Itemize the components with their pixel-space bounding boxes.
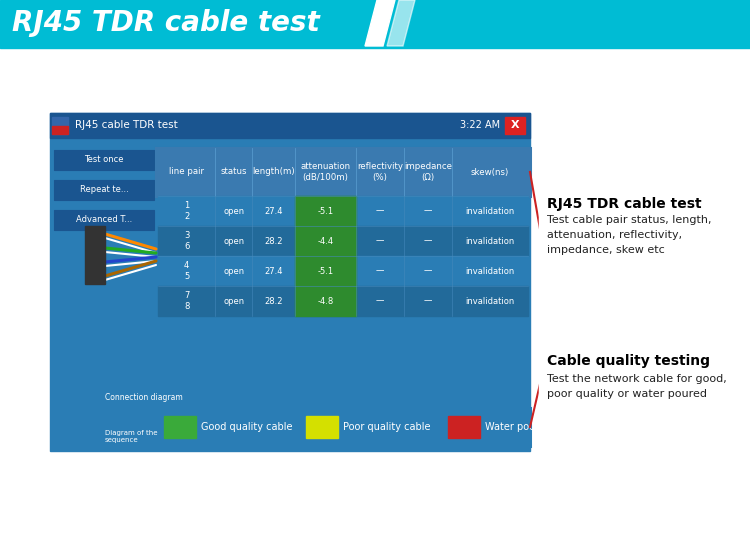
Text: open: open bbox=[224, 296, 245, 306]
Text: —: — bbox=[376, 296, 384, 306]
Text: open: open bbox=[224, 206, 245, 216]
Bar bbox=[158, 196, 528, 226]
Text: Advanced T...: Advanced T... bbox=[76, 216, 132, 225]
Bar bbox=[158, 226, 528, 256]
Bar bbox=[52, 117, 68, 134]
Text: Test cable pair status, length,
attenuation, reflectivity,
impedance, skew etc: Test cable pair status, length, attenuat… bbox=[547, 215, 712, 254]
Bar bbox=[156, 148, 530, 196]
Bar bbox=[85, 226, 105, 284]
Text: —: — bbox=[424, 266, 432, 275]
Text: Test once: Test once bbox=[84, 155, 124, 164]
Bar bbox=[295, 196, 356, 226]
Bar bbox=[158, 256, 528, 286]
Text: Test the network cable for good,
poor quality or water poured: Test the network cable for good, poor qu… bbox=[547, 375, 727, 399]
Bar bbox=[54, 150, 154, 170]
Bar bbox=[50, 113, 530, 138]
Text: length(m): length(m) bbox=[252, 168, 295, 176]
Text: RJ45 TDR cable test: RJ45 TDR cable test bbox=[12, 9, 320, 37]
Polygon shape bbox=[365, 0, 395, 46]
Text: invalidation: invalidation bbox=[466, 296, 514, 306]
Bar bbox=[295, 226, 356, 256]
Text: —: — bbox=[424, 206, 432, 216]
Polygon shape bbox=[387, 0, 415, 46]
Text: —: — bbox=[376, 266, 384, 275]
Text: 27.4: 27.4 bbox=[264, 266, 283, 275]
Text: -4.8: -4.8 bbox=[317, 296, 334, 306]
Text: invalidation: invalidation bbox=[466, 237, 514, 245]
Bar bbox=[158, 286, 528, 316]
Text: status: status bbox=[220, 168, 247, 176]
Bar bbox=[505, 117, 525, 134]
Text: 1
2: 1 2 bbox=[184, 201, 189, 220]
Text: —: — bbox=[376, 237, 384, 245]
Bar bbox=[52, 126, 68, 134]
Text: X: X bbox=[511, 121, 519, 130]
Text: impedance
(Ω): impedance (Ω) bbox=[404, 162, 452, 182]
Text: open: open bbox=[224, 266, 245, 275]
Bar bbox=[0, 46, 750, 48]
Text: Cable quality testing: Cable quality testing bbox=[547, 355, 710, 369]
Bar bbox=[0, 0, 750, 46]
Text: 3
6: 3 6 bbox=[184, 231, 189, 251]
Bar bbox=[164, 416, 196, 438]
Text: invalidation: invalidation bbox=[466, 206, 514, 216]
Text: -5.1: -5.1 bbox=[317, 266, 334, 275]
Text: Repeat te...: Repeat te... bbox=[80, 185, 128, 195]
Text: 28.2: 28.2 bbox=[264, 237, 283, 245]
Text: RJ45 cable TDR test: RJ45 cable TDR test bbox=[75, 121, 178, 130]
Text: —: — bbox=[424, 296, 432, 306]
Bar bbox=[295, 286, 356, 316]
Text: Good quality cable: Good quality cable bbox=[201, 422, 292, 432]
Bar bbox=[54, 210, 154, 230]
Text: 4
5: 4 5 bbox=[184, 261, 189, 281]
Text: 3:22 AM: 3:22 AM bbox=[460, 121, 500, 130]
Text: invalidation: invalidation bbox=[466, 266, 514, 275]
Text: —: — bbox=[424, 237, 432, 245]
Text: RJ45 TDR cable test: RJ45 TDR cable test bbox=[547, 197, 702, 211]
Bar bbox=[540, 189, 735, 269]
Bar bbox=[156, 408, 530, 446]
Text: 27.4: 27.4 bbox=[264, 206, 283, 216]
Text: Water poured cable: Water poured cable bbox=[485, 422, 580, 432]
Text: attenuation
(dB/100m): attenuation (dB/100m) bbox=[300, 162, 350, 182]
Text: -5.1: -5.1 bbox=[317, 206, 334, 216]
Text: —: — bbox=[376, 206, 384, 216]
Bar bbox=[306, 416, 338, 438]
Text: open: open bbox=[224, 237, 245, 245]
Bar bbox=[54, 180, 154, 200]
Text: 28.2: 28.2 bbox=[264, 296, 283, 306]
Text: line pair: line pair bbox=[170, 168, 204, 176]
Text: reflectivity
(%): reflectivity (%) bbox=[357, 162, 403, 182]
Bar bbox=[448, 416, 480, 438]
Text: Connection diagram: Connection diagram bbox=[105, 393, 183, 402]
Bar bbox=[295, 256, 356, 286]
Bar bbox=[540, 347, 735, 421]
Text: Poor quality cable: Poor quality cable bbox=[343, 422, 430, 432]
Text: Diagram of the
sequence: Diagram of the sequence bbox=[105, 430, 158, 443]
Bar bbox=[50, 113, 530, 451]
Text: 7
8: 7 8 bbox=[184, 291, 189, 310]
Text: skew(ns): skew(ns) bbox=[471, 168, 509, 176]
Text: -4.4: -4.4 bbox=[317, 237, 334, 245]
